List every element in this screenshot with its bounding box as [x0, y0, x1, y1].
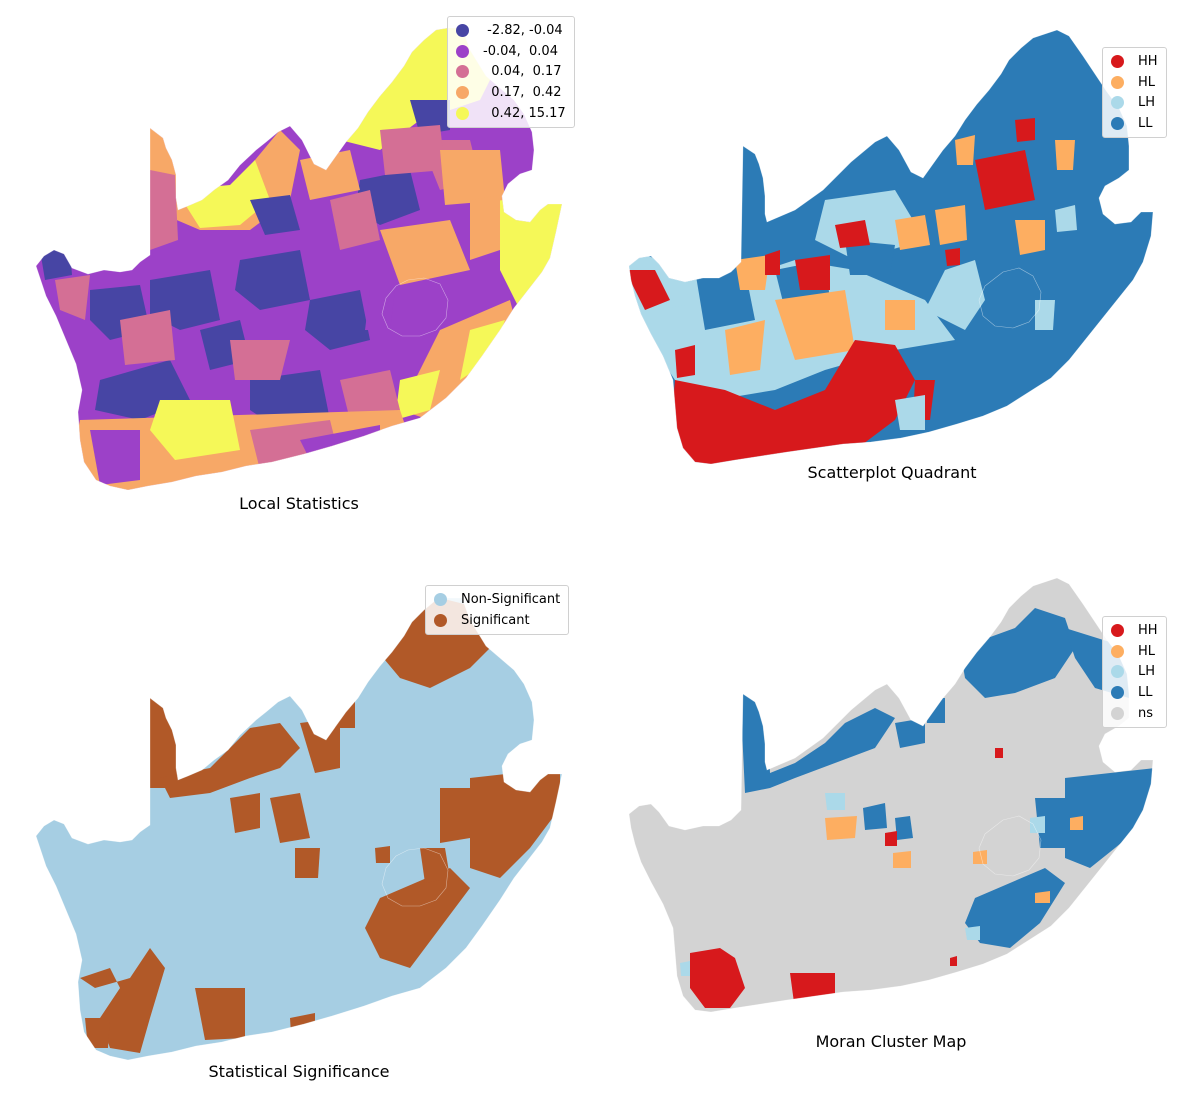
legend-scatterplot-quadrant: HH HL LH LL — [1102, 47, 1167, 139]
panel-moran-cluster-map: HH HL LH LL ns Moran Cluster Map — [595, 548, 1189, 1096]
legend-label: LH — [1138, 664, 1156, 680]
legend-label: ns — [1138, 706, 1154, 722]
legend-marker-icon — [1111, 96, 1124, 110]
legend-item: LH — [1111, 93, 1158, 114]
legend-local-statistics: -2.82, -0.04 -0.04, 0.04 0.04, 0.17 0.17… — [447, 16, 575, 128]
legend-item: HL — [1111, 641, 1158, 662]
legend-item: Significant — [434, 610, 560, 631]
panel-scatterplot-quadrant: HH HL LH LL Scatterplot Quadrant — [595, 0, 1189, 548]
legend-item: HH — [1111, 51, 1158, 72]
legend-label: 0.42, 15.17 — [483, 106, 566, 122]
legend-item: Non-Significant — [434, 589, 560, 610]
legend-marker-icon — [1111, 54, 1124, 68]
legend-label: -0.04, 0.04 — [483, 43, 558, 59]
legend-label: HL — [1138, 643, 1156, 659]
legend-label: Significant — [461, 612, 530, 628]
legend-item: 0.42, 15.17 — [456, 103, 566, 124]
legend-item: HL — [1111, 72, 1158, 93]
legend-marker-icon — [1111, 707, 1124, 721]
legend-marker-icon — [1111, 644, 1124, 658]
legend-marker-icon — [456, 44, 469, 58]
legend-label: LL — [1138, 116, 1153, 132]
legend-item: ns — [1111, 703, 1158, 724]
legend-label: LH — [1138, 95, 1156, 111]
legend-marker-icon — [434, 613, 447, 627]
legend-marker-icon — [456, 107, 469, 121]
legend-marker-icon — [456, 65, 469, 79]
panel-title: Scatterplot Quadrant — [807, 463, 977, 482]
legend-label: -2.82, -0.04 — [483, 22, 563, 38]
legend-marker-icon — [456, 23, 469, 37]
legend-item: -0.04, 0.04 — [456, 41, 566, 62]
legend-marker-icon — [456, 86, 469, 100]
legend-item: LH — [1111, 662, 1158, 683]
legend-label: 0.04, 0.17 — [483, 64, 562, 80]
legend-item: -2.82, -0.04 — [456, 20, 566, 41]
legend-marker-icon — [1111, 117, 1124, 131]
panel-statistical-significance: Non-Significant Significant Statistical … — [0, 548, 595, 1096]
legend-marker-icon — [434, 592, 447, 606]
legend-marker-icon — [1111, 665, 1124, 679]
map-moran-cluster-map — [628, 577, 1154, 1013]
legend-item: HH — [1111, 620, 1158, 641]
legend-label: HH — [1138, 622, 1158, 638]
legend-label: LL — [1138, 685, 1153, 701]
legend-item: LL — [1111, 113, 1158, 134]
legend-item: LL — [1111, 682, 1158, 703]
map-scatterplot-quadrant — [628, 29, 1154, 465]
panel-title: Statistical Significance — [208, 1062, 390, 1081]
legend-label: HH — [1138, 53, 1158, 69]
legend-label: 0.17, 0.42 — [483, 85, 562, 101]
legend-label: Non-Significant — [461, 591, 561, 607]
legend-marker-icon — [1111, 686, 1124, 700]
legend-marker-icon — [1111, 75, 1124, 89]
panel-title: Moran Cluster Map — [815, 1032, 967, 1051]
legend-moran-cluster-map: HH HL LH LL ns — [1102, 616, 1167, 728]
panel-title: Local Statistics — [239, 494, 359, 513]
legend-statistical-significance: Non-Significant Significant — [425, 585, 570, 635]
panel-local-statistics: -2.82, -0.04 -0.04, 0.04 0.04, 0.17 0.17… — [0, 0, 595, 548]
legend-item: 0.04, 0.17 — [456, 62, 566, 83]
legend-marker-icon — [1111, 623, 1124, 637]
legend-label: HL — [1138, 74, 1156, 90]
legend-item: 0.17, 0.42 — [456, 82, 566, 103]
